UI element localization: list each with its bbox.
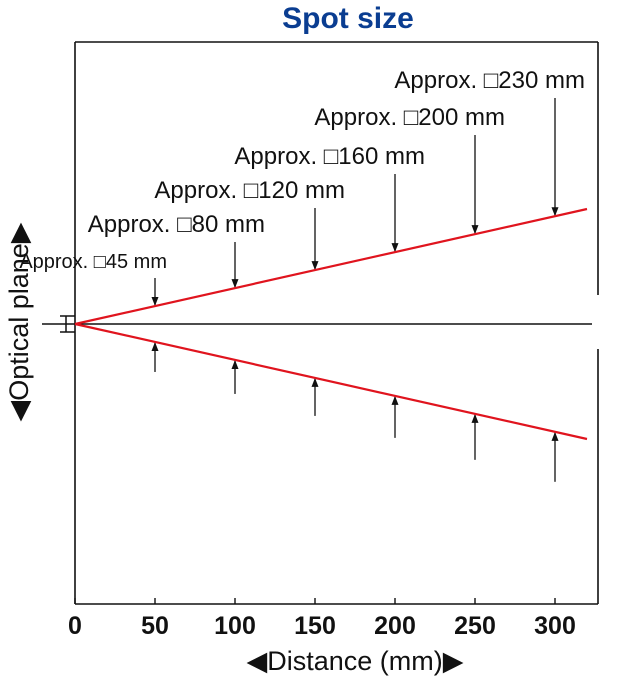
- x-tick-label: 300: [534, 612, 576, 640]
- spot-size-annotation: Approx. □200 mm: [314, 104, 505, 131]
- arrowhead-up-icon: [391, 395, 399, 405]
- arrowhead-up-icon: [471, 413, 479, 423]
- spot-size-annotation: Approx. □120 mm: [154, 177, 345, 204]
- x-tick-label: 50: [141, 612, 169, 640]
- x-tick-label: 200: [374, 612, 416, 640]
- arrowhead-up-icon: [231, 359, 239, 369]
- x-tick-label: 250: [454, 612, 496, 640]
- arrowhead-up-icon: [311, 377, 319, 387]
- arrowhead-down-icon: [391, 243, 399, 253]
- x-tick-label: 0: [68, 612, 82, 640]
- arrowhead-down-icon: [471, 225, 479, 235]
- spot-size-annotation: Approx. □230 mm: [394, 67, 585, 94]
- arrowhead-down-icon: [311, 261, 319, 271]
- arrowhead-up-icon: [151, 341, 159, 351]
- spot-size-annotation: Approx. □45 mm: [19, 251, 167, 273]
- x-axis-label: ◀Distance (mm)▶: [246, 646, 463, 676]
- y-axis-label: ◀Optical plane▶: [4, 222, 34, 421]
- arrowhead-down-icon: [231, 279, 239, 289]
- sensor-emitter-icon: [60, 315, 75, 333]
- spot-size-annotation: Approx. □160 mm: [234, 143, 425, 170]
- beam-edge-line-2: [74, 322, 588, 441]
- arrowhead-up-icon: [551, 431, 559, 441]
- chart-title: Spot size: [282, 2, 414, 35]
- beam-edge-line-1: [74, 207, 588, 326]
- x-tick-label: 100: [214, 612, 256, 640]
- arrowhead-down-icon: [151, 297, 159, 307]
- arrowhead-down-icon: [551, 207, 559, 217]
- spot-size-annotation: Approx. □80 mm: [88, 211, 265, 238]
- x-tick-label: 150: [294, 612, 336, 640]
